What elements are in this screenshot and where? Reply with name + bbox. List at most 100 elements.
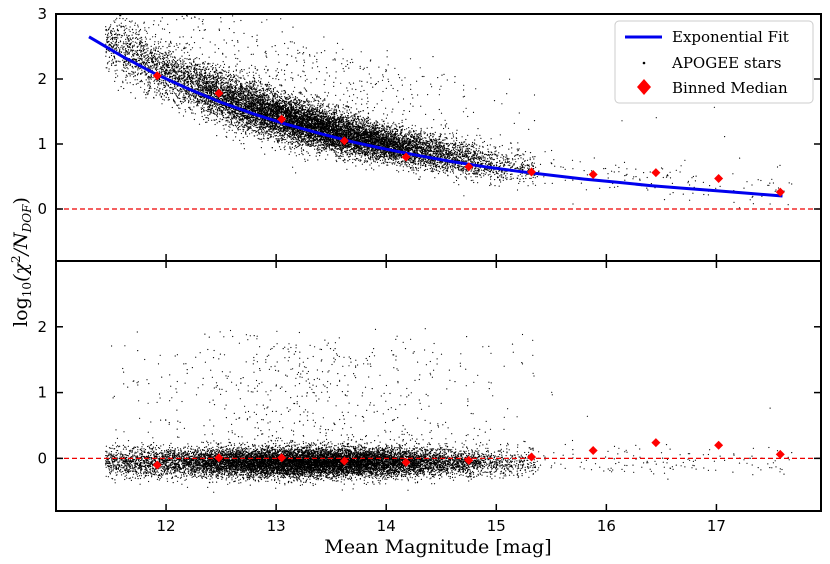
top-star-point bbox=[224, 117, 226, 119]
top-star-point bbox=[235, 132, 237, 134]
top-star-point bbox=[183, 69, 185, 71]
top-star-point bbox=[277, 95, 279, 97]
top-star-point bbox=[519, 180, 521, 182]
top-star-point bbox=[342, 147, 345, 149]
top-star-point bbox=[252, 80, 254, 82]
top-star-point bbox=[422, 137, 424, 139]
top-star-point bbox=[207, 114, 209, 116]
top-star-point bbox=[166, 94, 169, 96]
top-star-point bbox=[204, 61, 206, 63]
top-star-point bbox=[214, 51, 216, 53]
top-star-point bbox=[502, 157, 504, 159]
top-star-point bbox=[200, 107, 202, 109]
top-star-point bbox=[462, 111, 465, 113]
top-star-point bbox=[464, 145, 466, 147]
top-star-point bbox=[230, 79, 232, 81]
top-star-point bbox=[248, 83, 250, 85]
top-star-point bbox=[157, 47, 159, 49]
top-star-point bbox=[314, 99, 316, 101]
top-star-point bbox=[205, 117, 207, 119]
top-star-point bbox=[296, 60, 298, 62]
top-star-point bbox=[335, 154, 337, 156]
top-star-point bbox=[154, 91, 156, 93]
top-star-point bbox=[327, 145, 329, 147]
top-star-point bbox=[375, 126, 377, 128]
top-star-point bbox=[228, 125, 230, 127]
top-star-point bbox=[125, 70, 127, 72]
top-star-point bbox=[208, 83, 210, 85]
top-star-point bbox=[154, 79, 156, 81]
top-star-point bbox=[386, 133, 388, 135]
top-star-point bbox=[211, 69, 214, 71]
top-star-point bbox=[377, 81, 379, 83]
top-star-point bbox=[360, 51, 362, 53]
top-star-point bbox=[248, 67, 250, 69]
top-star-point bbox=[275, 138, 277, 140]
top-star-point bbox=[111, 64, 113, 66]
top-star-point bbox=[272, 90, 274, 93]
top-star-point bbox=[249, 81, 251, 83]
top-star-point bbox=[516, 189, 519, 191]
top-star-point bbox=[249, 115, 251, 117]
top-star-point bbox=[210, 66, 212, 68]
top-star-point bbox=[392, 155, 394, 157]
top-star-point bbox=[401, 84, 403, 86]
top-star-point bbox=[465, 148, 467, 150]
top-star-point bbox=[381, 119, 383, 121]
top-star-point bbox=[201, 112, 203, 114]
top-star-point bbox=[207, 119, 210, 121]
top-star-point bbox=[473, 181, 475, 184]
top-star-point bbox=[445, 166, 447, 168]
top-star-point bbox=[299, 140, 301, 142]
top-star-point bbox=[691, 177, 693, 179]
top-star-point bbox=[382, 156, 384, 159]
top-star-point bbox=[467, 115, 469, 118]
top-star-point bbox=[402, 145, 405, 147]
top-star-point bbox=[336, 154, 338, 156]
top-star-point bbox=[275, 134, 278, 137]
top-star-point bbox=[218, 66, 220, 68]
top-star-point bbox=[345, 117, 348, 119]
top-star-point bbox=[170, 53, 173, 55]
top-star-point bbox=[261, 125, 263, 127]
top-star-point bbox=[163, 28, 166, 30]
top-star-point bbox=[613, 186, 616, 188]
top-star-point bbox=[161, 28, 164, 30]
top-star-point bbox=[414, 125, 416, 127]
top-star-point bbox=[135, 60, 137, 62]
top-star-point bbox=[346, 152, 348, 154]
top-star-point bbox=[414, 145, 416, 147]
top-star-point bbox=[336, 115, 338, 117]
top-star-point bbox=[210, 75, 212, 77]
top-star-point bbox=[371, 151, 373, 153]
top-star-point bbox=[462, 172, 464, 174]
top-star-point bbox=[275, 100, 277, 103]
top-star-point bbox=[425, 113, 427, 115]
top-star-point bbox=[355, 103, 357, 105]
top-star-point bbox=[273, 133, 275, 135]
top-star-point bbox=[476, 176, 478, 178]
top-star-point bbox=[190, 17, 193, 19]
top-star-point bbox=[163, 74, 165, 76]
top-star-point bbox=[197, 89, 199, 91]
top-star-point bbox=[296, 146, 299, 148]
top-star-point bbox=[579, 161, 581, 163]
top-star-point bbox=[375, 159, 377, 161]
top-star-point bbox=[344, 116, 346, 118]
top-star-point bbox=[287, 129, 289, 131]
top-star-point bbox=[129, 73, 131, 75]
top-star-point bbox=[234, 132, 236, 134]
top-star-point bbox=[276, 94, 278, 96]
top-star-point bbox=[439, 171, 441, 173]
top-star-point bbox=[263, 128, 265, 131]
top-star-point bbox=[380, 133, 382, 135]
top-star-point bbox=[217, 63, 219, 65]
top-star-point bbox=[402, 98, 405, 100]
top-star-point bbox=[506, 178, 508, 181]
top-star-point bbox=[427, 152, 429, 154]
top-star-point bbox=[680, 165, 682, 167]
top-star-point bbox=[290, 130, 292, 132]
top-star-point bbox=[157, 59, 159, 61]
top-star-point bbox=[370, 126, 372, 128]
